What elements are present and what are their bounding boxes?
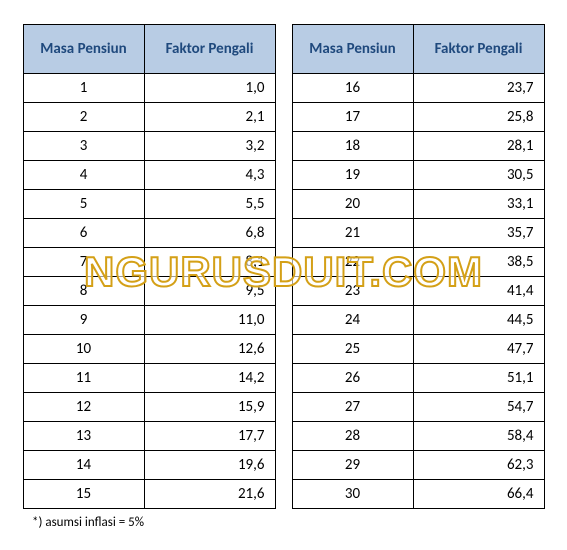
cell-masa: 25	[292, 335, 413, 364]
cell-masa: 26	[292, 364, 413, 393]
table-row: 2033,1	[292, 190, 544, 219]
table-row: 2754,7	[292, 393, 544, 422]
cell-faktor: 15,9	[144, 393, 275, 422]
col-header-faktor: Faktor Pengali	[413, 25, 544, 74]
table-row: 911,0	[23, 306, 275, 335]
cell-masa: 21	[292, 219, 413, 248]
cell-masa: 10	[23, 335, 144, 364]
table-row: 22,1	[23, 103, 275, 132]
col-header-masa: Masa Pensiun	[292, 25, 413, 74]
table-row: 1012,6	[23, 335, 275, 364]
cell-faktor: 58,4	[413, 422, 544, 451]
col-header-masa: Masa Pensiun	[23, 25, 144, 74]
cell-masa: 19	[292, 161, 413, 190]
cell-faktor: 6,8	[144, 219, 275, 248]
cell-faktor: 14,2	[144, 364, 275, 393]
table-row: 66,8	[23, 219, 275, 248]
cell-masa: 20	[292, 190, 413, 219]
table-row: 1828,1	[292, 132, 544, 161]
cell-masa: 28	[292, 422, 413, 451]
table-row: 2135,7	[292, 219, 544, 248]
table-row: 2651,1	[292, 364, 544, 393]
cell-masa: 17	[292, 103, 413, 132]
table-row: 2341,4	[292, 277, 544, 306]
cell-masa: 8	[23, 277, 144, 306]
table-row: 2962,3	[292, 451, 544, 480]
table-row: 55,5	[23, 190, 275, 219]
table-row: 3066,4	[292, 480, 544, 509]
cell-faktor: 33,1	[413, 190, 544, 219]
cell-faktor: 30,5	[413, 161, 544, 190]
cell-faktor: 21,6	[144, 480, 275, 509]
table-row: 1623,7	[292, 74, 544, 103]
cell-faktor: 12,6	[144, 335, 275, 364]
cell-faktor: 25,8	[413, 103, 544, 132]
cell-faktor: 54,7	[413, 393, 544, 422]
cell-masa: 30	[292, 480, 413, 509]
pension-table-left: Masa Pensiun Faktor Pengali 11,022,133,2…	[23, 24, 276, 509]
cell-masa: 1	[23, 74, 144, 103]
cell-faktor: 1,0	[144, 74, 275, 103]
table-row: 11,0	[23, 74, 275, 103]
cell-faktor: 17,7	[144, 422, 275, 451]
table-row: 2238,5	[292, 248, 544, 277]
cell-masa: 27	[292, 393, 413, 422]
cell-faktor: 8,1	[144, 248, 275, 277]
table-row: 1317,7	[23, 422, 275, 451]
tables-container: Masa Pensiun Faktor Pengali 11,022,133,2…	[20, 24, 547, 509]
cell-faktor: 51,1	[413, 364, 544, 393]
cell-faktor: 41,4	[413, 277, 544, 306]
cell-faktor: 3,2	[144, 132, 275, 161]
cell-masa: 2	[23, 103, 144, 132]
cell-faktor: 9,5	[144, 277, 275, 306]
table-row: 1930,5	[292, 161, 544, 190]
cell-masa: 29	[292, 451, 413, 480]
pension-table-right: Masa Pensiun Faktor Pengali 1623,71725,8…	[292, 24, 545, 509]
cell-masa: 9	[23, 306, 144, 335]
cell-masa: 5	[23, 190, 144, 219]
cell-masa: 4	[23, 161, 144, 190]
cell-faktor: 5,5	[144, 190, 275, 219]
table-row: 78,1	[23, 248, 275, 277]
cell-faktor: 66,4	[413, 480, 544, 509]
footnote-text: *) asumsi inflasi = 5%	[32, 515, 547, 530]
cell-masa: 3	[23, 132, 144, 161]
cell-faktor: 44,5	[413, 306, 544, 335]
table-row: 2858,4	[292, 422, 544, 451]
cell-masa: 12	[23, 393, 144, 422]
cell-faktor: 19,6	[144, 451, 275, 480]
cell-masa: 23	[292, 277, 413, 306]
cell-masa: 13	[23, 422, 144, 451]
table-row: 1419,6	[23, 451, 275, 480]
table-row: 44,3	[23, 161, 275, 190]
cell-masa: 16	[292, 74, 413, 103]
cell-masa: 6	[23, 219, 144, 248]
cell-masa: 24	[292, 306, 413, 335]
cell-faktor: 23,7	[413, 74, 544, 103]
cell-faktor: 2,1	[144, 103, 275, 132]
table-row: 1215,9	[23, 393, 275, 422]
cell-faktor: 38,5	[413, 248, 544, 277]
table-row: 2444,5	[292, 306, 544, 335]
cell-masa: 22	[292, 248, 413, 277]
table-row: 1114,2	[23, 364, 275, 393]
cell-faktor: 28,1	[413, 132, 544, 161]
table-row: 1521,6	[23, 480, 275, 509]
cell-masa: 18	[292, 132, 413, 161]
col-header-faktor: Faktor Pengali	[144, 25, 275, 74]
cell-faktor: 62,3	[413, 451, 544, 480]
cell-masa: 14	[23, 451, 144, 480]
cell-faktor: 47,7	[413, 335, 544, 364]
table-row: 1725,8	[292, 103, 544, 132]
cell-faktor: 11,0	[144, 306, 275, 335]
table-row: 33,2	[23, 132, 275, 161]
cell-masa: 15	[23, 480, 144, 509]
cell-faktor: 4,3	[144, 161, 275, 190]
table-row: 89,5	[23, 277, 275, 306]
cell-masa: 11	[23, 364, 144, 393]
cell-faktor: 35,7	[413, 219, 544, 248]
cell-masa: 7	[23, 248, 144, 277]
table-row: 2547,7	[292, 335, 544, 364]
